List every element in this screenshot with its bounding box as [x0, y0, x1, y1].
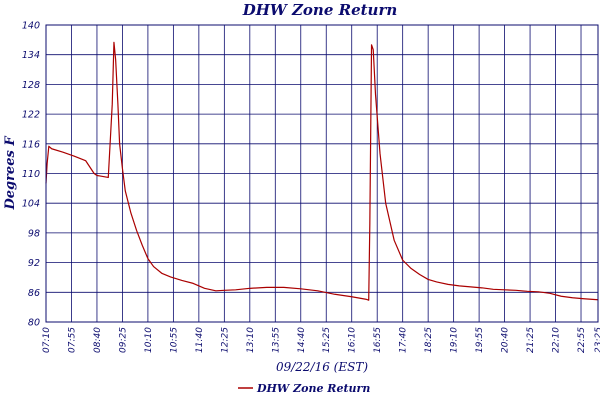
chart-title: DHW Zone Return — [242, 1, 398, 19]
plot-frame — [45, 24, 599, 323]
x-tick-label: 18:25 — [424, 327, 434, 353]
x-axis-ticks: 07:10 07:55 08:40 09:25 10:10 10:55 11:40 12:25… — [42, 327, 600, 353]
y-tick-label: 110 — [22, 169, 40, 180]
x-tick-label: 11:40 — [195, 327, 205, 353]
x-tick-label: 19:55 — [475, 327, 485, 353]
y-tick-label: 86 — [28, 288, 40, 299]
x-tick-label: 17:40 — [399, 327, 409, 353]
series-line — [45, 41, 599, 301]
y-tick-label: 134 — [22, 50, 40, 61]
grid — [45, 24, 599, 323]
legend: DHW Zone Return — [238, 382, 370, 395]
y-axis-label: Degrees F — [3, 136, 18, 211]
x-tick-label: 07:10 — [42, 327, 52, 353]
x-tick-label: 09:25 — [118, 327, 128, 353]
x-tick-label: 14:40 — [297, 327, 307, 353]
y-tick-label: 104 — [22, 199, 40, 210]
y-axis-ticks: 80 86 92 98 104 110 116 122 128 134 140 — [22, 21, 40, 329]
x-tick-label: 07:55 — [67, 327, 77, 353]
y-tick-label: 140 — [22, 21, 40, 32]
x-tick-label: 23:25 — [594, 327, 600, 353]
y-tick-label: 122 — [22, 110, 40, 121]
x-tick-label: 20:40 — [501, 327, 511, 353]
x-tick-label: 19:10 — [450, 327, 460, 353]
legend-label: DHW Zone Return — [256, 382, 370, 395]
y-tick-label: 128 — [22, 80, 40, 91]
x-tick-label: 08:40 — [93, 327, 103, 353]
x-tick-label: 13:10 — [246, 327, 256, 353]
x-tick-label: 15:25 — [322, 327, 332, 353]
x-tick-label: 10:10 — [144, 327, 154, 353]
y-tick-label: 80 — [28, 318, 40, 329]
x-tick-label: 16:55 — [373, 327, 383, 353]
x-tick-label: 22:55 — [577, 327, 587, 353]
y-tick-label: 116 — [22, 139, 40, 150]
x-tick-label: 13:55 — [271, 327, 281, 353]
x-tick-label: 22:10 — [552, 327, 562, 353]
x-tick-label: 12:25 — [220, 327, 230, 353]
y-tick-label: 92 — [28, 258, 40, 269]
x-tick-label: 16:10 — [348, 327, 358, 353]
x-axis-label: 09/22/16 (EST) — [276, 360, 368, 374]
x-tick-label: 21:25 — [526, 327, 536, 353]
series-layer — [45, 41, 599, 301]
y-tick-label: 98 — [28, 228, 40, 239]
x-tick-label: 10:55 — [169, 327, 179, 353]
